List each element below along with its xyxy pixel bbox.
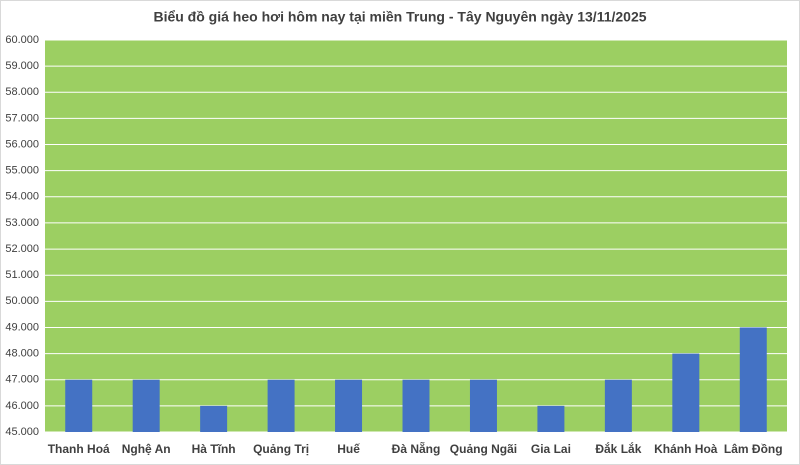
bar (335, 379, 363, 432)
y-tick-label: 48.000 (5, 348, 39, 360)
x-tick-label: Đắk Lắk (595, 441, 641, 456)
x-tick-label: Quảng Trị (253, 442, 309, 456)
y-tick-label: 45.000 (5, 426, 39, 438)
y-tick-label: 59.000 (5, 60, 39, 72)
y-tick-label: 56.000 (5, 138, 39, 150)
y-tick-label: 49.000 (5, 321, 39, 333)
x-tick-label: Hà Tĩnh (192, 442, 236, 456)
x-tick-label: Thanh Hoá (48, 442, 110, 456)
x-tick-label: Đà Nẵng (392, 441, 441, 456)
y-tick-label: 57.000 (5, 112, 39, 124)
x-tick-label: Gia Lai (531, 442, 571, 456)
bar (672, 353, 700, 432)
y-tick-label: 50.000 (5, 295, 39, 307)
bar (200, 405, 228, 432)
y-tick-label: 52.000 (5, 243, 39, 255)
bar (469, 379, 497, 432)
x-tick-label: Huế (337, 442, 360, 456)
bar (65, 379, 93, 432)
bar (739, 327, 767, 432)
y-tick-label: 58.000 (5, 86, 39, 98)
y-tick-label: 55.000 (5, 165, 39, 177)
bar (604, 379, 632, 432)
bar (402, 379, 430, 432)
x-tick-label: Nghệ An (122, 442, 171, 456)
x-tick-label: Lâm Đồng (724, 442, 783, 456)
y-tick-label: 54.000 (5, 191, 39, 203)
plot-area (45, 40, 787, 432)
y-tick-label: 51.000 (5, 269, 39, 281)
bar (132, 379, 160, 432)
x-tick-label: Khánh Hoà (654, 442, 718, 456)
chart-title: Biểu đồ giá heo hơi hôm nay tại miền Tru… (153, 9, 646, 25)
y-tick-label: 53.000 (5, 217, 39, 229)
y-tick-label: 46.000 (5, 400, 39, 412)
bar (267, 379, 295, 432)
bar (537, 405, 565, 432)
y-tick-label: 60.000 (5, 34, 39, 46)
x-tick-label: Quảng Ngãi (450, 442, 517, 456)
y-tick-label: 47.000 (5, 374, 39, 386)
